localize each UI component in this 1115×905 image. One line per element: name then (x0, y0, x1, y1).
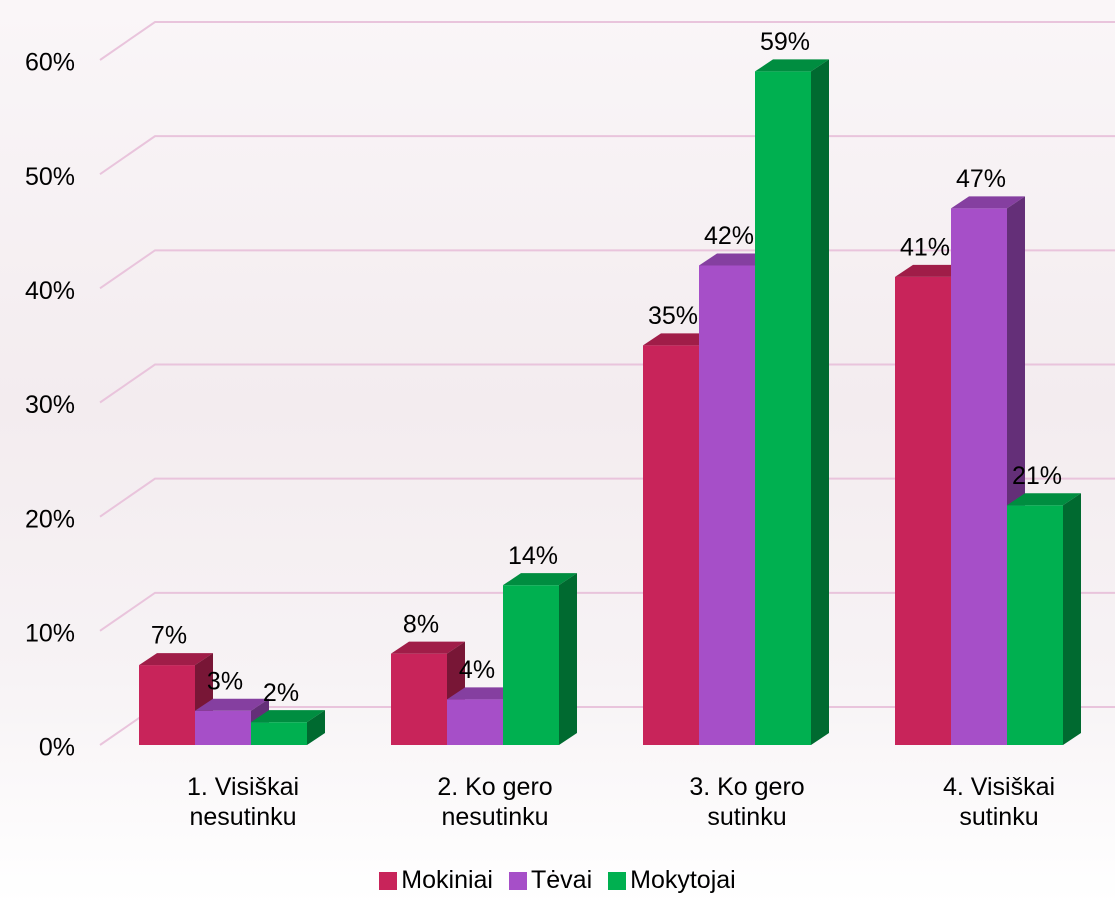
bar-top (951, 196, 1025, 209)
bar-front (139, 665, 195, 745)
bar-front (195, 710, 251, 745)
bar-top (1007, 493, 1081, 506)
legend-label: Mokiniai (401, 866, 493, 894)
bar-top (895, 264, 969, 277)
legend-label: Mokytojai (630, 866, 736, 894)
bar-top (195, 698, 269, 711)
legend-item: Tėvai (508, 866, 593, 895)
bar-top (755, 59, 829, 72)
bar-top (447, 687, 521, 700)
y-tick-label: 0% (39, 734, 75, 762)
data-label: 3% (207, 667, 243, 695)
data-label: 35% (648, 302, 698, 330)
bar-top (699, 253, 773, 266)
legend-swatch (608, 871, 627, 890)
legend-item: Mokytojai (608, 866, 736, 895)
bar-front (951, 208, 1007, 745)
y-tick-label: 40% (25, 277, 75, 305)
bar-front (447, 699, 503, 745)
legend: Mokiniai Tėvai Mokytojai (0, 866, 1115, 897)
bar-side (307, 710, 325, 745)
bar-top (643, 333, 717, 346)
x-tick-label: 1. Visiškai nesutinku (186, 773, 300, 831)
legend-swatch (508, 871, 527, 890)
data-label: 41% (900, 234, 950, 262)
legend-swatch (379, 871, 398, 890)
y-tick-label: 20% (25, 505, 75, 533)
bar (251, 710, 325, 745)
legend-item: Mokiniai (379, 866, 493, 895)
data-label: 42% (704, 222, 754, 250)
bar-front (391, 653, 447, 745)
y-tick-label: 60% (25, 49, 75, 77)
bar-front (251, 722, 307, 745)
bar-top (503, 573, 577, 586)
legend-label: Tėvai (530, 866, 593, 894)
bar-top (139, 653, 213, 666)
bar-front (643, 345, 699, 745)
bar (503, 573, 577, 745)
data-label: 2% (263, 679, 299, 707)
data-label: 7% (151, 622, 187, 650)
x-tick-label: 2. Ko gero nesutinku (437, 773, 553, 831)
bar-front (1007, 505, 1063, 745)
data-label: 47% (956, 165, 1006, 193)
data-label: 21% (1012, 462, 1062, 490)
y-tick-label: 50% (25, 163, 75, 191)
x-tick-label: 4. Visiškai sutinku (942, 773, 1056, 831)
bar-front (503, 585, 559, 745)
grid-line (99, 21, 1115, 61)
bar-side (559, 573, 577, 745)
data-label: 14% (508, 542, 558, 570)
bar-front (755, 71, 811, 745)
bar-side (1063, 493, 1081, 745)
bar (755, 59, 829, 745)
bar-top (391, 641, 465, 654)
bar-front (895, 276, 951, 745)
y-tick-label: 30% (25, 391, 75, 419)
bar (1007, 493, 1081, 745)
bar (951, 196, 1025, 745)
x-tick-label: 3. Ko gero sutinku (689, 773, 805, 831)
data-label: 8% (403, 610, 439, 638)
bar-side (811, 59, 829, 745)
data-label: 59% (760, 28, 810, 56)
y-tick-label: 10% (25, 619, 75, 647)
data-label: 4% (459, 656, 495, 684)
bar-front (699, 265, 755, 745)
bar-top (251, 710, 325, 723)
